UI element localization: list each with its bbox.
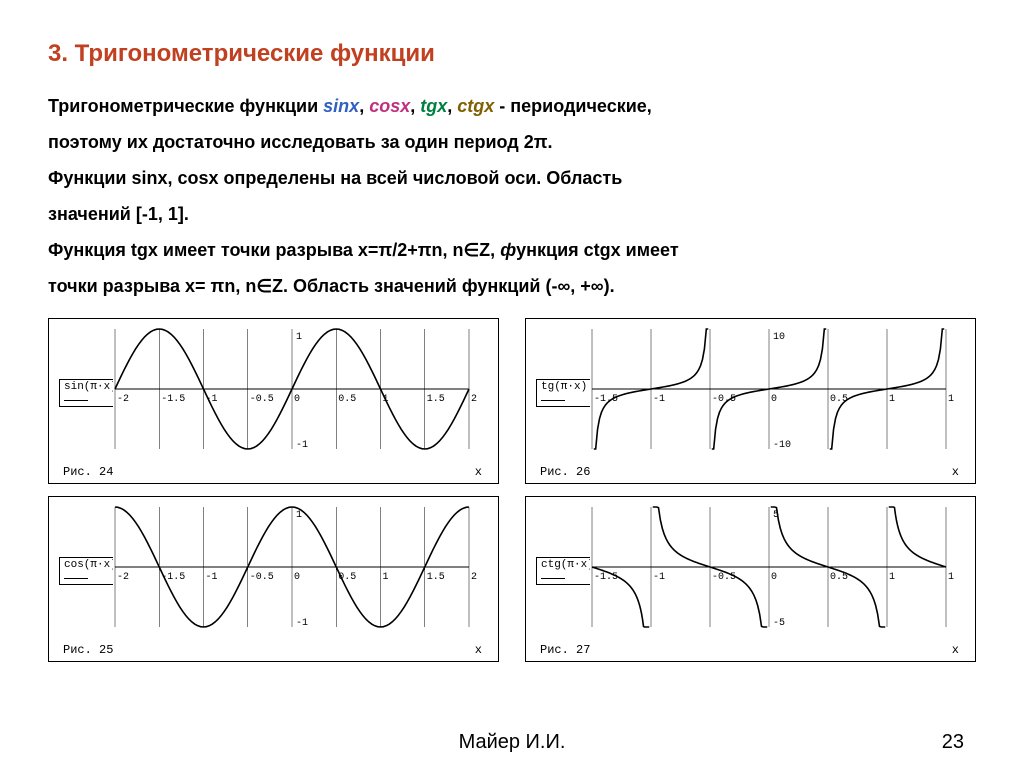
- text: значений [-1, 1].: [48, 204, 189, 224]
- chart-sin: -2-1.5-1-0.500.511.52-11sin(π·x) Рис. 24…: [48, 318, 499, 484]
- text: ункция ctgx имеет: [516, 240, 679, 260]
- chart-cos: -2-1.5-1-0.500.511.52-11cos(π·x) Рис. 25…: [48, 496, 499, 662]
- svg-text:-10: -10: [773, 440, 791, 451]
- text: - периодические,: [499, 96, 652, 116]
- text: Функции sinx, cosx определены на всей чи…: [48, 168, 622, 188]
- axis-label: x: [952, 465, 959, 479]
- body-text: Тригонометрические функции sinx, cosx, t…: [48, 88, 976, 304]
- chart-ctg: -1.5-1-0.500.511.5-55ctg(π·x) Рис. 27 x: [525, 496, 976, 662]
- text: Функция tgx имеет точки разрыва x=π/2+πn…: [48, 240, 500, 260]
- text: ф: [500, 240, 516, 260]
- svg-text:1: 1: [383, 572, 389, 583]
- svg-text:0: 0: [771, 572, 777, 583]
- svg-text:0: 0: [771, 394, 777, 405]
- text: ,: [410, 96, 420, 116]
- text: поэтому их достаточно исследовать за оди…: [48, 132, 553, 152]
- svg-text:2: 2: [471, 572, 477, 583]
- svg-text:0: 0: [294, 394, 300, 405]
- axis-label: x: [952, 643, 959, 657]
- svg-text:0: 0: [294, 572, 300, 583]
- svg-text:-1.5: -1.5: [161, 394, 185, 405]
- svg-text:1.5: 1.5: [427, 572, 445, 583]
- svg-text:1: 1: [889, 394, 895, 405]
- svg-text:-1: -1: [296, 618, 308, 629]
- svg-text:10: 10: [773, 332, 785, 343]
- text: точки разрыва x= πn, n∈Z. Область значен…: [48, 276, 615, 296]
- svg-text:1: 1: [296, 332, 302, 343]
- page-number: 23: [942, 731, 964, 754]
- text-ctg: ctgx: [457, 96, 494, 116]
- svg-text:-1: -1: [206, 572, 218, 583]
- svg-text:0.5: 0.5: [338, 394, 356, 405]
- section-title: 3. Тригонометрические функции: [48, 40, 976, 68]
- text: ,: [447, 96, 457, 116]
- svg-text:-1: -1: [653, 572, 665, 583]
- text-cos: cosx: [369, 96, 410, 116]
- chart-caption: Рис. 25: [63, 643, 113, 657]
- axis-label: x: [475, 465, 482, 479]
- svg-text:-0.5: -0.5: [712, 572, 736, 583]
- svg-text:-1.5: -1.5: [594, 572, 618, 583]
- svg-text:-0.5: -0.5: [250, 572, 274, 583]
- svg-text:-0.5: -0.5: [250, 394, 274, 405]
- text-tg: tgx: [420, 96, 447, 116]
- svg-text:1: 1: [296, 510, 302, 521]
- text: ,: [359, 96, 369, 116]
- charts-grid: -2-1.5-1-0.500.511.52-11sin(π·x) Рис. 24…: [48, 318, 976, 662]
- svg-text:2: 2: [471, 394, 477, 405]
- chart-caption: Рис. 24: [63, 465, 113, 479]
- svg-text:1.5: 1.5: [427, 394, 445, 405]
- svg-text:-1: -1: [296, 440, 308, 451]
- chart-tg: -1.5-1-0.500.511.5-1010tg(π·x) Рис. 26 x: [525, 318, 976, 484]
- axis-label: x: [475, 643, 482, 657]
- svg-text:1.5: 1.5: [948, 572, 954, 583]
- svg-text:0.5: 0.5: [830, 394, 848, 405]
- svg-text:-2: -2: [117, 394, 129, 405]
- svg-text:-5: -5: [773, 618, 785, 629]
- svg-text:-1: -1: [653, 394, 665, 405]
- chart-caption: Рис. 26: [540, 465, 590, 479]
- svg-text:-2: -2: [117, 572, 129, 583]
- svg-text:1: 1: [889, 572, 895, 583]
- text-sin: sinx: [323, 96, 359, 116]
- text: Тригонометрические функции: [48, 96, 323, 116]
- chart-caption: Рис. 27: [540, 643, 590, 657]
- footer-author: Майер И.И.: [0, 731, 1024, 754]
- svg-text:1.5: 1.5: [948, 394, 954, 405]
